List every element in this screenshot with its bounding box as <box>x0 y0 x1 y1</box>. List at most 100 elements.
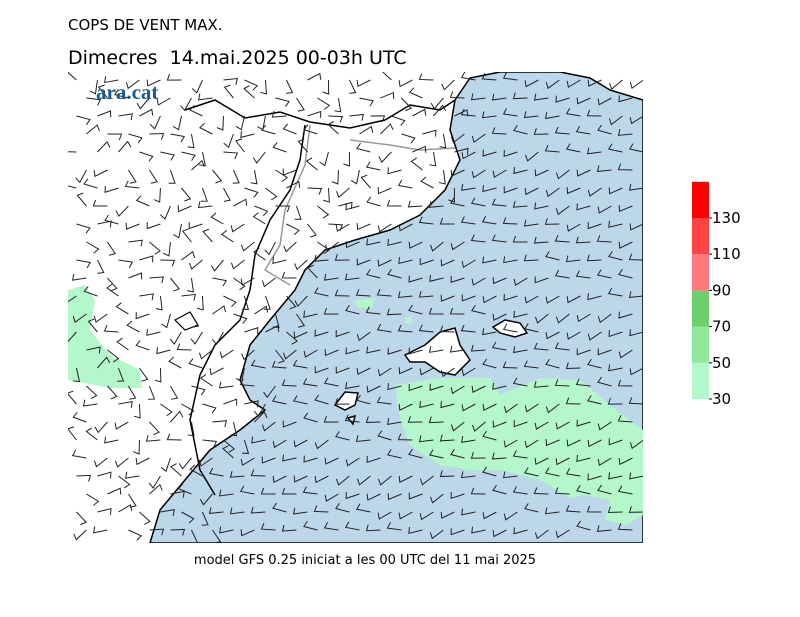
wind-barb <box>554 487 570 495</box>
wind-barb <box>160 403 173 417</box>
wind-barb <box>307 72 322 81</box>
wind-barb <box>146 328 161 336</box>
wind-barb <box>618 269 633 279</box>
wind-barb <box>482 430 497 441</box>
wind-barb <box>587 222 602 230</box>
wind-barb <box>261 277 276 288</box>
wind-barb <box>607 506 623 514</box>
wind-barb <box>210 259 224 272</box>
wind-barb <box>216 115 224 131</box>
wind-barb <box>545 112 560 120</box>
wind-barb <box>335 223 350 232</box>
wind-barb <box>107 487 122 495</box>
tick-label: 30 <box>712 390 731 408</box>
wind-barb <box>242 295 250 310</box>
wind-barb <box>470 234 486 243</box>
wind-barb <box>378 151 392 163</box>
wind-barb <box>355 289 371 297</box>
wind-barb <box>272 439 287 449</box>
wind-barb <box>148 385 156 400</box>
wind-barb <box>513 125 528 135</box>
wind-barb <box>170 277 181 292</box>
wind-barb <box>412 108 427 117</box>
wind-barb <box>230 421 238 437</box>
wind-barb <box>153 187 161 203</box>
wind-barb <box>587 79 602 87</box>
wind-barb <box>156 97 171 106</box>
wind-barb <box>408 347 423 355</box>
wind-barb <box>587 187 602 197</box>
wind-barb <box>534 313 549 324</box>
wind-barb <box>250 359 266 369</box>
wind-barb <box>460 324 476 333</box>
wind-barb <box>307 187 323 195</box>
menorca <box>491 319 529 338</box>
wind-barb <box>146 222 161 230</box>
wind-barb <box>408 492 423 500</box>
wind-barb <box>387 383 402 391</box>
wind-barb <box>397 433 413 441</box>
wind-barb <box>391 115 406 126</box>
wind-barb <box>440 367 455 378</box>
wind-barb <box>219 526 234 534</box>
wind-barb <box>118 113 133 121</box>
wind-barb <box>576 419 591 427</box>
wind-barb <box>303 412 318 423</box>
wind-barb <box>471 169 486 179</box>
map <box>68 72 643 543</box>
wind-barb <box>199 493 213 506</box>
wind-barb <box>418 324 434 333</box>
wind-barb <box>587 473 602 481</box>
wind-barb <box>448 187 455 203</box>
wind-barb <box>345 203 360 211</box>
wind-barb <box>82 399 98 407</box>
wind-barb <box>323 307 339 315</box>
wind-barb <box>128 493 137 508</box>
wind-barb <box>253 247 266 261</box>
wind-barb <box>608 330 623 338</box>
wind-barb <box>282 454 297 462</box>
wind-barb <box>575 125 591 135</box>
wind-barb <box>264 241 276 256</box>
wind-barb <box>366 269 381 279</box>
wind-barb <box>387 418 402 426</box>
wind-barb <box>461 183 476 191</box>
wind-barb <box>576 485 591 495</box>
wind-barb <box>418 290 434 298</box>
wind-barb <box>419 401 434 409</box>
wind-barb <box>118 259 134 268</box>
wind-barb <box>365 161 381 171</box>
wind-barb <box>181 228 192 243</box>
wind-barb <box>503 511 518 521</box>
wind-barb <box>470 344 486 352</box>
wind-barb <box>313 505 329 513</box>
wind-barb <box>86 124 100 135</box>
wind-barb <box>524 295 539 304</box>
wind-barb <box>233 277 246 291</box>
wind-barb <box>380 123 394 135</box>
wind-barb <box>429 241 444 252</box>
wind-barb <box>176 343 192 351</box>
wind-barb <box>628 253 643 261</box>
wind-barb <box>492 277 507 285</box>
wind-barb <box>181 151 196 161</box>
wind-barb <box>545 439 560 447</box>
wind-barb <box>104 436 119 444</box>
wind-barb <box>512 200 528 208</box>
wind-barb <box>294 295 308 308</box>
wind-barb <box>335 475 350 486</box>
wind-barb <box>492 313 507 322</box>
wind-barb <box>293 475 308 483</box>
tick-label: 90 <box>712 281 731 299</box>
wind-barb <box>335 330 350 338</box>
wind-barb <box>104 214 119 225</box>
wind-barb <box>336 187 350 198</box>
wind-barb <box>107 385 118 400</box>
wind-barb <box>302 486 318 495</box>
wind-barb <box>502 108 518 117</box>
wind-barb <box>450 275 465 283</box>
wind-barb <box>597 457 612 466</box>
wind-barb <box>303 310 318 318</box>
wind-barb <box>454 147 469 155</box>
wind-barb <box>240 131 255 139</box>
